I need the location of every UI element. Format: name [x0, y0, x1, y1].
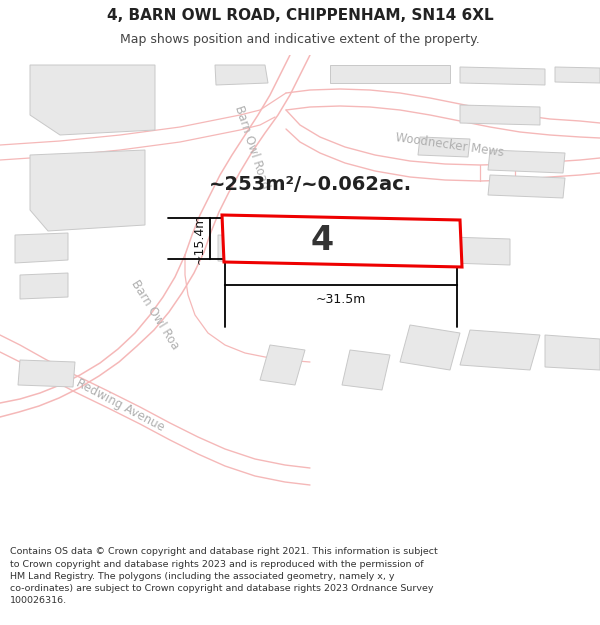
Polygon shape: [15, 233, 68, 263]
Polygon shape: [418, 137, 470, 157]
Polygon shape: [215, 65, 268, 85]
Polygon shape: [460, 330, 540, 370]
Polygon shape: [342, 350, 390, 390]
Polygon shape: [18, 360, 75, 387]
Text: ~253m²/~0.062ac.: ~253m²/~0.062ac.: [208, 176, 412, 194]
Polygon shape: [260, 345, 305, 385]
Polygon shape: [380, 235, 440, 263]
Polygon shape: [20, 273, 68, 299]
Polygon shape: [30, 65, 155, 135]
Polygon shape: [30, 150, 145, 231]
Polygon shape: [330, 65, 450, 83]
Polygon shape: [488, 175, 565, 198]
Polygon shape: [460, 67, 545, 85]
Polygon shape: [555, 67, 600, 83]
Text: 4, BARN OWL ROAD, CHIPPENHAM, SN14 6XL: 4, BARN OWL ROAD, CHIPPENHAM, SN14 6XL: [107, 8, 493, 23]
Text: Barn Owl Road: Barn Owl Road: [232, 104, 272, 191]
Text: Contains OS data © Crown copyright and database right 2021. This information is : Contains OS data © Crown copyright and d…: [10, 548, 438, 605]
Polygon shape: [450, 237, 510, 265]
Text: Map shows position and indicative extent of the property.: Map shows position and indicative extent…: [120, 33, 480, 46]
Text: 4: 4: [310, 224, 334, 258]
Polygon shape: [400, 325, 460, 370]
Polygon shape: [218, 235, 270, 263]
Text: ~31.5m: ~31.5m: [316, 293, 366, 306]
Text: Woodnecker Mews: Woodnecker Mews: [395, 131, 505, 159]
Polygon shape: [488, 150, 565, 173]
Text: Barn Owl Roa: Barn Owl Roa: [128, 278, 182, 352]
Text: Redwing Avenue: Redwing Avenue: [74, 376, 166, 434]
Polygon shape: [545, 335, 600, 370]
Polygon shape: [222, 215, 462, 267]
Polygon shape: [460, 105, 540, 125]
Text: ~15.4m: ~15.4m: [193, 213, 206, 264]
